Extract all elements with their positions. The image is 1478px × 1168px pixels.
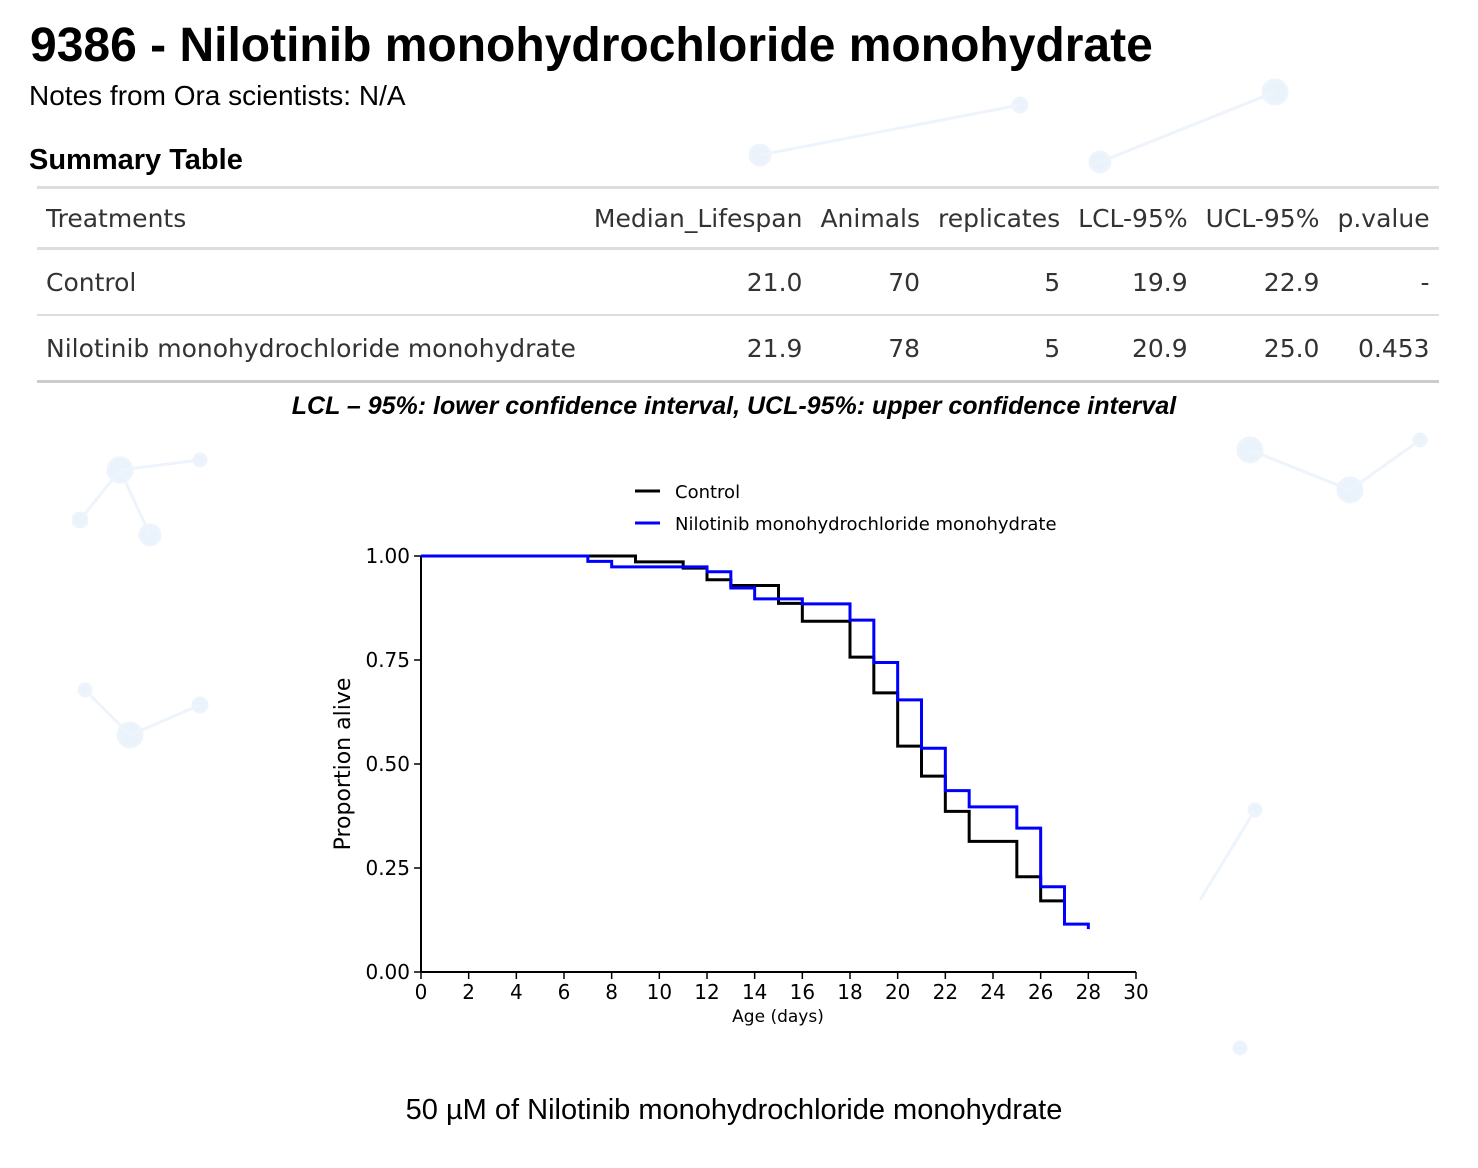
summary-table: Treatments Median_Lifespan Animals repli… (37, 186, 1439, 383)
x-tick-label: 18 (837, 980, 862, 1004)
series-line-control (421, 554, 1065, 903)
cell: 20.9 (1131, 333, 1188, 363)
cell: 25.0 (1263, 333, 1320, 363)
cell: 0.453 (1358, 333, 1430, 363)
series-line-treatment (421, 554, 1090, 930)
x-axis-label: Age (days) (732, 1007, 824, 1027)
x-tick-label: 8 (605, 980, 618, 1004)
x-tick-label: 4 (510, 980, 523, 1004)
x-tick-label: 0 (415, 980, 428, 1004)
col-treatments: Treatments (46, 203, 187, 233)
x-tick-label: 16 (790, 980, 815, 1004)
cell: Control (46, 267, 137, 297)
col-pvalue: p.value (1337, 203, 1430, 233)
cell: Nilotinib monohydrochloride monohydrate (46, 333, 576, 363)
x-tick-label: 12 (694, 980, 719, 1004)
table-header-row: Treatments Median_Lifespan Animals repli… (37, 187, 1439, 249)
cell: 78 (888, 333, 920, 363)
x-tick-label: 24 (980, 980, 1005, 1004)
table-footnote: LCL – 95%: lower confidence interval, UC… (291, 392, 1177, 420)
cell: 21.0 (746, 267, 803, 297)
chart-caption: 50 µM of Nilotinib monohydrochloride mon… (405, 1094, 1063, 1126)
cell: 5 (1044, 333, 1061, 363)
x-tick-label: 26 (1028, 980, 1053, 1004)
y-tick-label: 0.50 (365, 752, 410, 776)
y-tick-label: 0.25 (365, 856, 410, 880)
y-tick-label: 1.00 (365, 544, 410, 568)
cell: 22.9 (1263, 267, 1320, 297)
notes: Notes from Ora scientists: N/A (29, 80, 406, 111)
table-row: Nilotinib monohydrochloride monohydrate … (37, 315, 1439, 382)
table-row: Control 21.0 70 5 19.9 22.9 - (37, 249, 1439, 315)
cell: 19.9 (1131, 267, 1188, 297)
legend: Control Nilotinib monohydrochloride monoh… (635, 482, 1057, 535)
x-tick-label: 20 (885, 980, 910, 1004)
x-tick-label: 6 (558, 980, 571, 1004)
x-tick-label: 10 (647, 980, 672, 1004)
legend-label: Nilotinib monohydrochloride monohydrate (675, 514, 1057, 535)
cell: 21.9 (746, 333, 803, 363)
cell: 5 (1044, 267, 1061, 297)
series-lines (421, 554, 1090, 930)
cell: - (1420, 267, 1430, 297)
col-animals: Animals (820, 203, 920, 233)
x-tick-label: 28 (1076, 980, 1101, 1004)
summary-table-title: Summary Table (29, 144, 243, 176)
legend-label: Control (675, 482, 740, 503)
axes: 0 2 4 6 8 10 12 14 16 18 20 22 24 26 28 300.000.250.500… (365, 544, 1148, 1004)
cell: 70 (888, 267, 920, 297)
x-tick-label: 30 (1123, 980, 1148, 1004)
x-tick-label: 22 (933, 980, 958, 1004)
col-median-lifespan: Median_Lifespan (593, 203, 803, 233)
x-tick-label: 2 (462, 980, 475, 1004)
x-tick-label: 14 (742, 980, 767, 1004)
page-title: 9386 - Nilotinib monohydrochloride monoh… (30, 19, 1153, 72)
col-replicates: replicates (938, 203, 1061, 233)
y-tick-label: 0.75 (365, 648, 410, 672)
col-ucl: UCL-95% (1205, 203, 1320, 233)
col-lcl: LCL-95% (1078, 203, 1188, 233)
y-axis-label: Proportion alive (331, 678, 356, 851)
y-tick-label: 0.00 (365, 960, 410, 984)
